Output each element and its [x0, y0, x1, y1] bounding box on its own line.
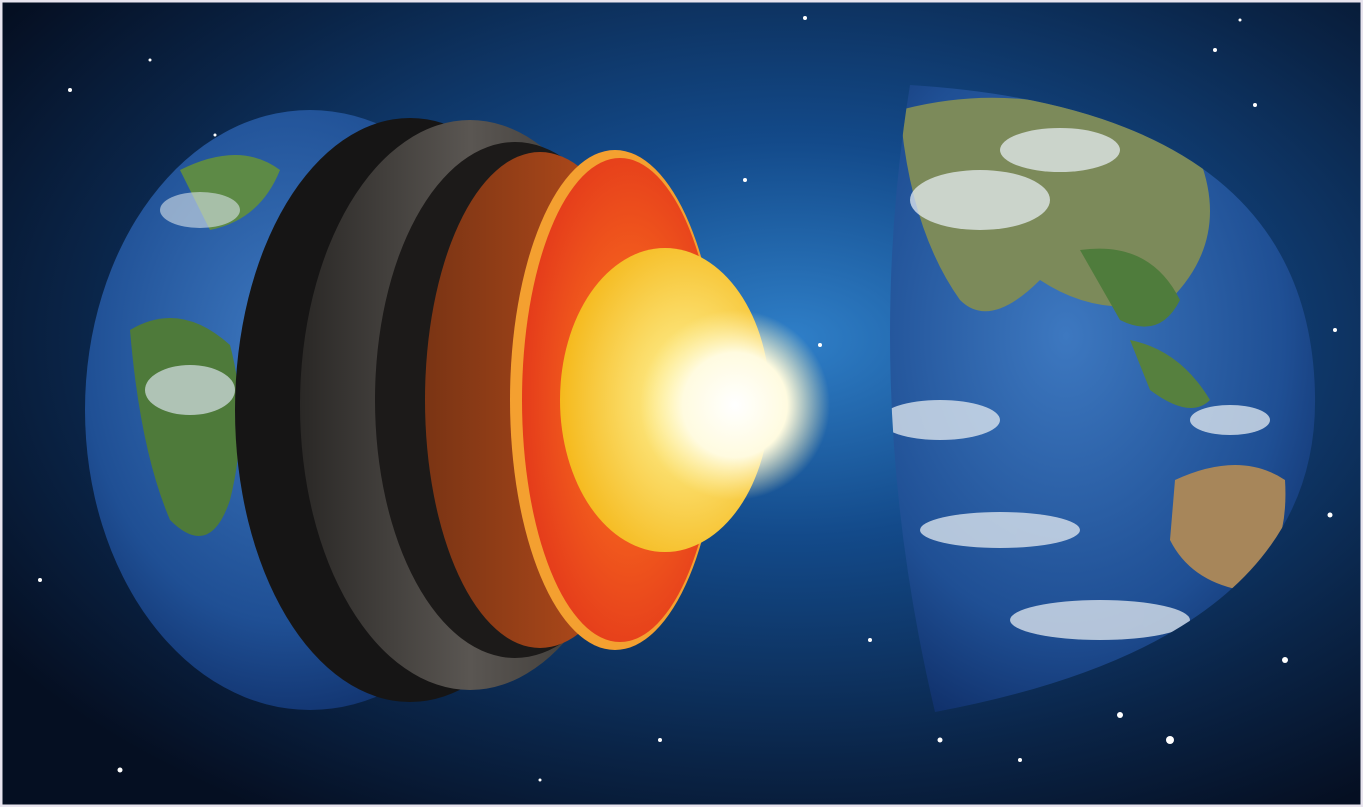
stars: [38, 16, 1337, 782]
left-land: [130, 155, 280, 536]
core-glow: [640, 310, 830, 500]
